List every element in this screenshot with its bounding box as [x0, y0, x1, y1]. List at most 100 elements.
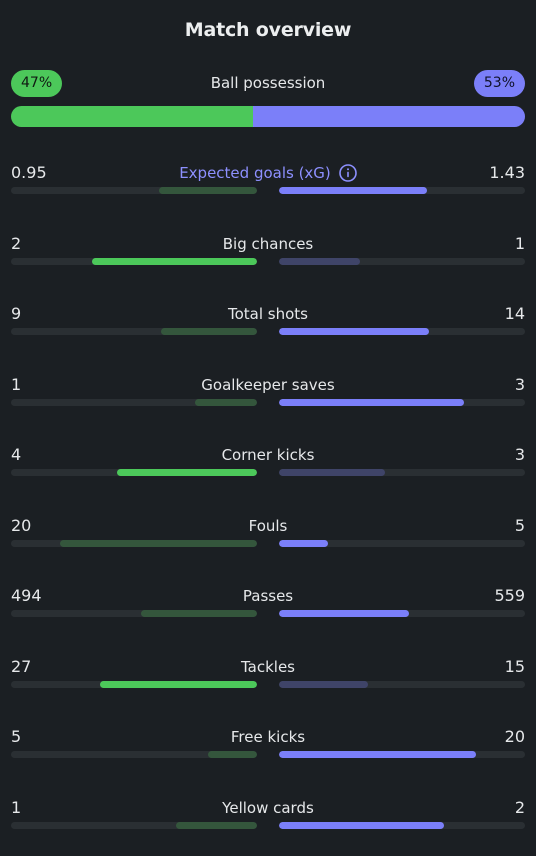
away-stat-bar-track [279, 610, 525, 617]
stat-label-text: Fouls [248, 516, 288, 535]
home-value: 0.95 [11, 163, 47, 182]
stat-row: 1 Yellow cards 2 [11, 798, 525, 838]
stat-label: Goalkeeper saves [11, 376, 525, 394]
possession-bar [11, 106, 525, 127]
away-value: 1 [514, 233, 525, 253]
stat-label: Passes [11, 587, 525, 605]
stat-label-text: Free kicks [230, 728, 306, 746]
away-value: 5 [514, 515, 525, 535]
stat-row: 5 Free kicks 20 [11, 727, 525, 767]
stat-label: Big chances [11, 235, 525, 253]
away-stat-bar-fill [279, 469, 385, 476]
home-value: 20 [11, 515, 32, 535]
home-stat-bar-fill [92, 257, 257, 265]
home-value: 1 [11, 797, 22, 817]
away-stat-bar-track [279, 821, 525, 829]
home-stat-bar-fill [176, 821, 257, 829]
away-stat-bar-fill [279, 680, 368, 688]
home-stat-bar-fill [161, 328, 257, 335]
away-stat-bar-track [279, 680, 525, 688]
away-value: 15 [504, 656, 525, 676]
away-stat-bar-fill [279, 328, 429, 335]
home-stat-bar-fill [141, 610, 257, 617]
away-possession-badge: 53% [473, 70, 525, 97]
stat-row: 4 Corner kicks 3 [11, 445, 525, 485]
possession-bar-home [11, 106, 253, 127]
away-stat-bar-track [279, 469, 525, 476]
home-stat-bar-track [11, 539, 257, 547]
away-stat-bar-fill [279, 821, 444, 829]
home-stat-bar-fill [117, 469, 257, 476]
away-stat-bar-track [279, 539, 525, 547]
stat-label-text: Expected goals (xG) [179, 164, 331, 182]
home-stat-bar-track [11, 328, 257, 335]
home-value: 494 [11, 586, 42, 605]
home-stat-bar-fill [195, 398, 257, 406]
home-value: 2 [11, 233, 22, 253]
stat-label: Corner kicks [11, 446, 525, 464]
away-stat-bar-track [279, 187, 525, 194]
stat-row: 27 Tackles 15 [11, 657, 525, 697]
away-value: 559 [494, 586, 525, 605]
away-stat-bar-track [279, 398, 525, 406]
away-stat-bar-track [279, 751, 525, 758]
stat-label-text: Passes [242, 587, 294, 605]
home-stat-bar-track [11, 469, 257, 476]
stat-label: Fouls [11, 517, 525, 535]
home-stat-bar-track [11, 257, 257, 265]
home-possession-badge: 47% [11, 70, 63, 97]
home-value: 9 [11, 304, 22, 323]
home-stat-bar-fill [208, 751, 257, 758]
home-stat-bar-track [11, 680, 257, 688]
panel-title: Match overview [184, 19, 352, 41]
away-value: 1.43 [489, 163, 525, 182]
stat-row: 9 Total shots 14 [11, 304, 525, 344]
away-stat-bar-fill [279, 751, 476, 758]
stat-row: 20 Fouls 5 [11, 516, 525, 556]
home-value: 27 [11, 656, 32, 676]
stat-label-text: Tackles [240, 657, 296, 676]
stat-row: 1 Goalkeeper saves 3 [11, 375, 525, 415]
stat-row: 494 Passes 559 [11, 586, 525, 626]
stat-label: Yellow cards [11, 799, 525, 817]
away-stat-bar-track [279, 328, 525, 335]
home-stat-bar-fill [159, 187, 257, 194]
stat-label-text: Goalkeeper saves [201, 375, 335, 394]
stat-label: Tackles [11, 658, 525, 676]
home-value: 4 [11, 445, 22, 464]
stat-label: Total shots [11, 305, 525, 323]
away-stat-bar-fill [279, 187, 427, 194]
home-stat-bar-track [11, 751, 257, 758]
home-stat-bar-track [11, 821, 257, 829]
possession-row: 47% Ball possession 53% [11, 70, 525, 98]
home-stat-bar-track [11, 610, 257, 617]
away-stat-bar-fill [279, 398, 464, 406]
away-value: 2 [514, 797, 525, 817]
stat-row: 0.95 Expected goals (xG) 1.43 [11, 163, 525, 203]
home-stat-bar-track [11, 187, 257, 194]
stat-label-text: Big chances [222, 234, 314, 253]
home-stat-bar-fill [100, 680, 257, 688]
away-stat-bar-fill [279, 610, 409, 617]
away-stat-bar-fill [279, 257, 360, 265]
home-stat-bar-fill [60, 539, 257, 547]
away-stat-bar-fill [279, 539, 328, 547]
stat-label[interactable]: Expected goals (xG) [11, 164, 525, 182]
stat-row: 2 Big chances 1 [11, 234, 525, 274]
away-value: 3 [514, 374, 525, 394]
away-value: 3 [514, 445, 525, 464]
away-stat-bar-track [279, 257, 525, 265]
home-stat-bar-track [11, 398, 257, 406]
away-value: 20 [504, 727, 525, 746]
info-icon[interactable] [338, 164, 357, 182]
stat-label-text: Yellow cards [222, 798, 314, 817]
possession-bar-away [252, 106, 525, 127]
stat-label: Free kicks [11, 728, 525, 746]
home-value: 1 [11, 374, 22, 394]
stat-label-text: Corner kicks [221, 446, 315, 464]
possession-label: Ball possession [210, 74, 326, 92]
home-value: 5 [11, 727, 22, 746]
stat-label-text: Total shots [228, 305, 308, 323]
away-value: 14 [504, 304, 525, 323]
